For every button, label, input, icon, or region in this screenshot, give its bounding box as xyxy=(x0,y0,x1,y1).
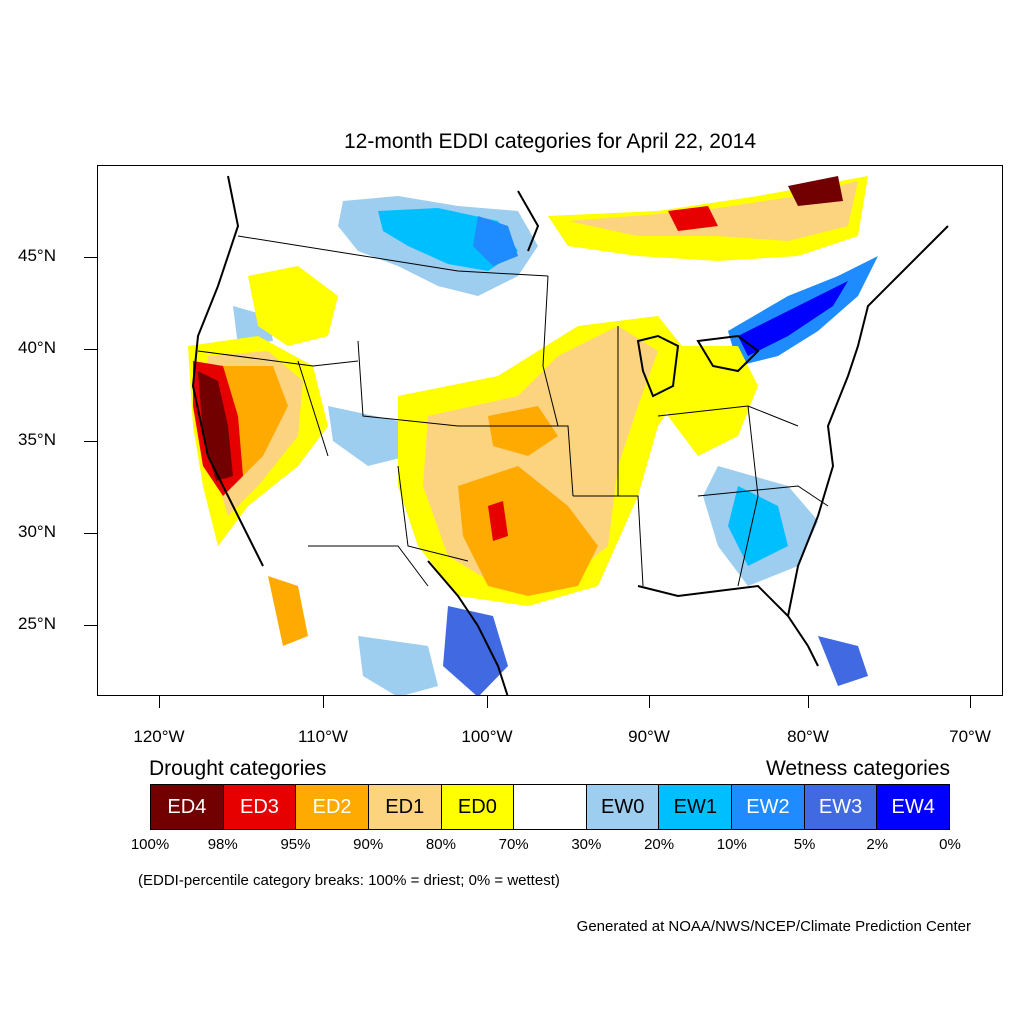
lon-label-70: 70°W xyxy=(949,727,991,746)
lon-label-100: 100°W xyxy=(461,727,513,746)
legend-color-bar: ED4 ED3 ED2 ED1 ED0 EW0 EW1 EW2 EW3 EW4 xyxy=(150,784,950,830)
lat-label-45: 45°N xyxy=(18,246,56,265)
lon-tick-70 xyxy=(970,696,971,708)
lon-tick-90 xyxy=(649,696,650,708)
percent-break-label: 98% xyxy=(207,836,238,853)
lat-label-40: 40°N xyxy=(18,338,56,357)
legend-box-ed1: ED1 xyxy=(368,785,442,829)
legend-box-ew1: EW1 xyxy=(659,785,733,829)
legend-box-ed3: ED3 xyxy=(223,785,297,829)
legend-box-ew0: EW0 xyxy=(586,785,660,829)
legend-box-ed4: ED4 xyxy=(151,785,224,829)
lat-label-30: 30°N xyxy=(18,522,56,541)
lon-label-90: 90°W xyxy=(628,727,670,746)
lat-tick-30 xyxy=(84,533,97,534)
lon-tick-80 xyxy=(808,696,809,708)
legend-box-ew4: EW4 xyxy=(877,785,950,829)
boundary-lines xyxy=(197,235,829,587)
percent-break-label: 70% xyxy=(498,836,529,853)
legend-box-ew2: EW2 xyxy=(732,785,805,829)
lon-label-110: 110°W xyxy=(298,727,348,746)
percent-break-label: 20% xyxy=(644,836,675,853)
lon-label-80: 80°W xyxy=(787,727,829,746)
percent-break-label: 5% xyxy=(793,836,816,853)
percent-break-label: 90% xyxy=(353,836,384,853)
eddi-map xyxy=(97,165,1003,696)
percent-break-label: 0% xyxy=(939,836,961,853)
legend-box-neutral xyxy=(514,785,587,829)
drought-categories-title: Drought categories xyxy=(149,757,327,780)
legend-box-ed0: ED0 xyxy=(441,785,515,829)
percent-break-label: 95% xyxy=(280,836,311,853)
wetness-areas xyxy=(233,196,878,695)
lat-tick-35 xyxy=(84,441,97,442)
lon-tick-110 xyxy=(323,696,324,708)
lon-label-120: 120°W xyxy=(133,727,185,746)
map-canvas xyxy=(188,175,949,695)
coastlines xyxy=(191,175,949,695)
percent-break-label: 30% xyxy=(571,836,602,853)
legend-box-ed2: ED2 xyxy=(296,785,369,829)
lat-label-25: 25°N xyxy=(18,614,56,633)
lat-label-35: 35°N xyxy=(18,430,56,449)
legend-box-ew3: EW3 xyxy=(804,785,878,829)
lat-tick-40 xyxy=(84,349,97,350)
percent-break-label: 2% xyxy=(866,836,889,853)
map-title: 12-month EDDI categories for April 22, 2… xyxy=(343,130,757,153)
lat-tick-25 xyxy=(84,625,97,626)
lon-tick-120 xyxy=(159,696,160,708)
category-breaks-note: (EDDI-percentile category breaks: 100% =… xyxy=(138,872,560,889)
percent-break-label: 10% xyxy=(716,836,747,853)
lat-tick-45 xyxy=(84,257,97,258)
percent-break-label: 100% xyxy=(130,836,170,853)
credit-text: Generated at NOAA/NWS/NCEP/Climate Predi… xyxy=(576,918,971,935)
lon-tick-100 xyxy=(487,696,488,708)
drought-areas xyxy=(188,176,868,646)
wetness-categories-title: Wetness categories xyxy=(765,757,950,780)
percent-break-label: 80% xyxy=(425,836,456,853)
